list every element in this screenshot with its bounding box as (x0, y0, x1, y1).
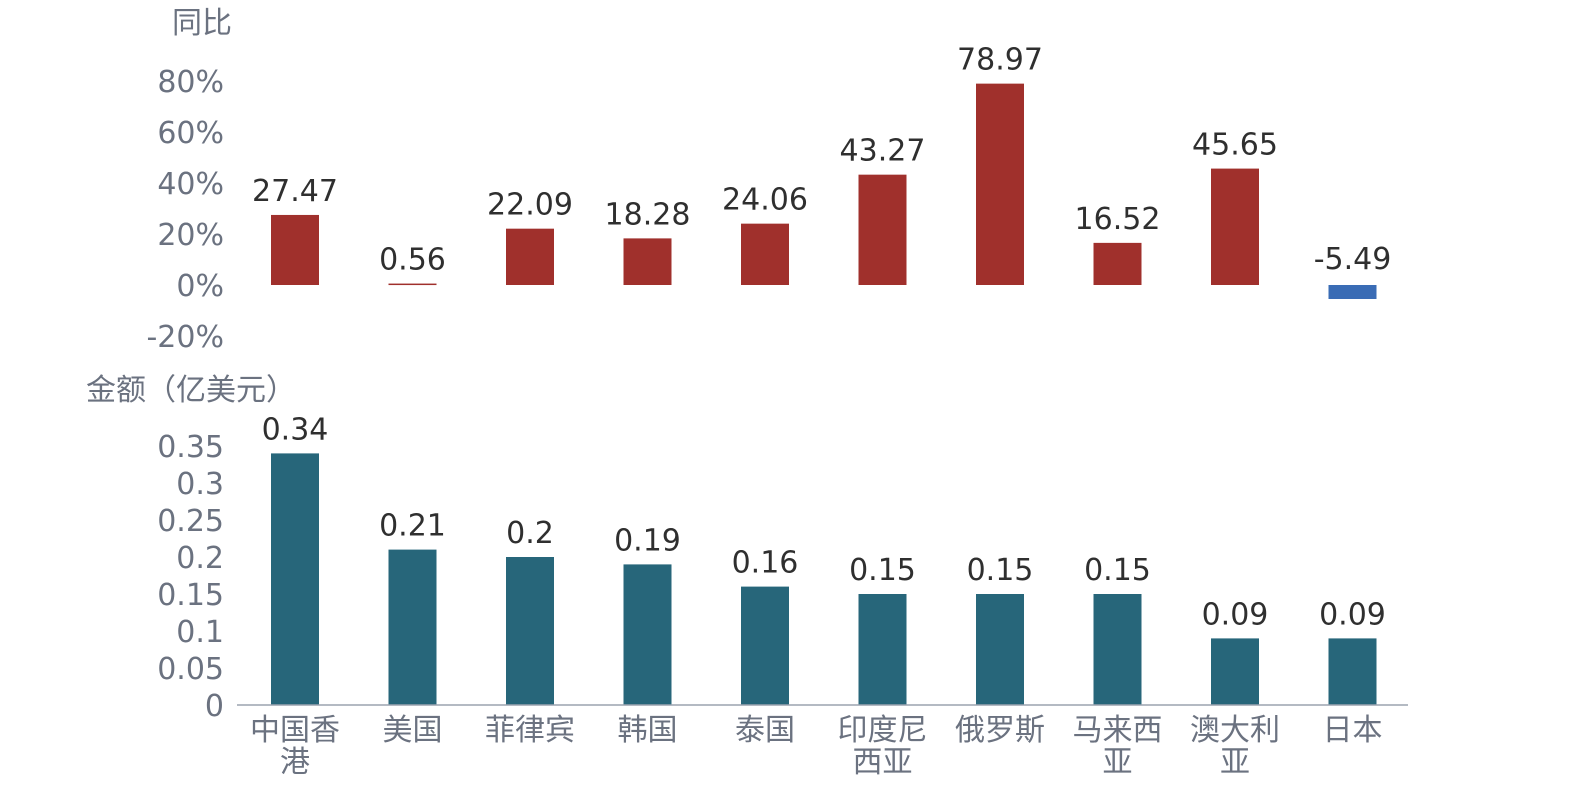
amount-data-label: 0.19 (614, 523, 681, 558)
amount-data-label: 0.15 (967, 553, 1034, 588)
amount-bar (271, 453, 319, 705)
amount-bar (506, 557, 554, 705)
category-label: 美国 (383, 713, 443, 748)
category-label-line: 澳大利 (1190, 713, 1280, 748)
category-label: 澳大利亚 (1190, 713, 1280, 780)
category-label-line: 美国 (383, 713, 443, 748)
yoy-bar (858, 174, 907, 285)
amount-bars (271, 453, 1377, 705)
category-label-line: 韩国 (618, 713, 678, 748)
yoy-bars (271, 83, 1377, 299)
amount-data-label: 0.2 (506, 516, 554, 551)
category-label-line: 印度尼 (838, 713, 928, 748)
yoy-y-tick-label: 80% (157, 65, 224, 100)
category-label-line: 西亚 (853, 745, 913, 780)
yoy-y-tick-label: 40% (157, 167, 224, 202)
amount-y-tick-label: 0.15 (157, 578, 224, 613)
yoy-data-label: 0.56 (379, 243, 446, 278)
amount-bar (1211, 638, 1259, 705)
yoy-axis-title: 同比 (172, 6, 232, 41)
amount-data-label: 0.15 (1084, 553, 1151, 588)
category-label-line: 马来西 (1073, 713, 1163, 748)
yoy-bar (976, 83, 1024, 286)
category-label: 韩国 (618, 713, 678, 748)
amount-axis-title: 金额（亿美元） (86, 373, 296, 408)
amount-y-tick-label: 0 (205, 689, 224, 724)
yoy-bar (506, 228, 554, 285)
category-label: 菲律宾 (485, 713, 575, 748)
category-label-line: 泰国 (735, 713, 795, 748)
category-label: 马来西亚 (1073, 713, 1163, 780)
amount-data-label: 0.34 (262, 412, 329, 447)
yoy-data-label: 16.52 (1075, 202, 1161, 237)
category-label-line: 港 (280, 745, 310, 780)
yoy-y-tick-label: 0% (176, 269, 224, 304)
amount-data-label: 0.21 (379, 509, 446, 544)
yoy-bar (388, 283, 437, 286)
yoy-data-label: 78.97 (957, 43, 1043, 78)
yoy-bar (741, 223, 789, 285)
amount-data-label: 0.09 (1319, 597, 1386, 632)
yoy-data-label: 24.06 (722, 183, 808, 218)
yoy-y-tick-label: 20% (157, 218, 224, 253)
yoy-data-label: 18.28 (605, 197, 691, 232)
amount-data-label: 0.09 (1202, 597, 1269, 632)
amount-bar (1328, 638, 1377, 705)
category-label-line: 菲律宾 (485, 713, 575, 748)
amount-bar (623, 564, 672, 705)
amount-y-tick-label: 0.1 (176, 615, 224, 650)
yoy-bar (1328, 285, 1377, 299)
amount-bar (388, 549, 437, 705)
amount-data-labels: 0.34 0.21 0.2 0.19 0.16 0.15 0.15 0.15 0.09 0.09 (262, 412, 1386, 632)
yoy-bar (271, 214, 319, 285)
yoy-bar (1093, 242, 1142, 285)
yoy-bar (623, 238, 672, 285)
yoy-data-label: 43.27 (840, 134, 926, 169)
category-label-line: 亚 (1103, 745, 1133, 780)
category-label: 日本 (1323, 713, 1383, 748)
category-label: 泰国 (735, 713, 795, 748)
yoy-data-label: 27.47 (252, 174, 338, 209)
amount-chart: 金额（亿美元） 00.050.10.150.20.250.30.35 0.340… (86, 373, 1408, 780)
yoy-data-label: 22.09 (487, 188, 573, 223)
amount-data-label: 0.15 (849, 553, 916, 588)
yoy-growth-chart: 同比 -20% 0% 20% 40% 60% 80% 27.47 0.56 22.09 18.2… (146, 6, 1391, 355)
category-label: 俄罗斯 (955, 713, 1045, 748)
category-label-line: 中国香 (250, 713, 340, 748)
amount-y-tick-label: 0.25 (157, 504, 224, 539)
yoy-data-label: -5.49 (1314, 242, 1392, 277)
amount-bar (976, 594, 1024, 705)
amount-bar (1093, 594, 1142, 705)
amount-bar (741, 586, 789, 705)
amount-y-tick-label: 0.3 (176, 467, 224, 502)
amount-y-tick-label: 0.2 (176, 541, 224, 576)
category-label-line: 俄罗斯 (955, 713, 1045, 748)
yoy-y-tick-label: 60% (157, 116, 224, 151)
yoy-data-labels: 27.47 0.56 22.09 18.28 24.06 43.27 78.97 16.52 4… (252, 43, 1391, 278)
yoy-data-label: 45.65 (1192, 128, 1278, 163)
amount-y-tick-label: 0.05 (157, 652, 224, 687)
amount-y-tick-label: 0.35 (157, 430, 224, 465)
category-label: 印度尼西亚 (838, 713, 928, 780)
yoy-y-tick-label: -20% (146, 320, 224, 355)
amount-data-label: 0.16 (732, 546, 799, 581)
category-label: 中国香港 (250, 713, 340, 780)
yoy-y-ticks: -20% 0% 20% 40% 60% 80% (146, 65, 224, 355)
category-label-line: 日本 (1323, 713, 1383, 748)
amount-y-ticks: 00.050.10.150.20.250.30.35 (157, 430, 224, 724)
yoy-bar (1211, 168, 1259, 285)
category-label-line: 亚 (1220, 745, 1250, 780)
amount-bar (858, 594, 907, 705)
